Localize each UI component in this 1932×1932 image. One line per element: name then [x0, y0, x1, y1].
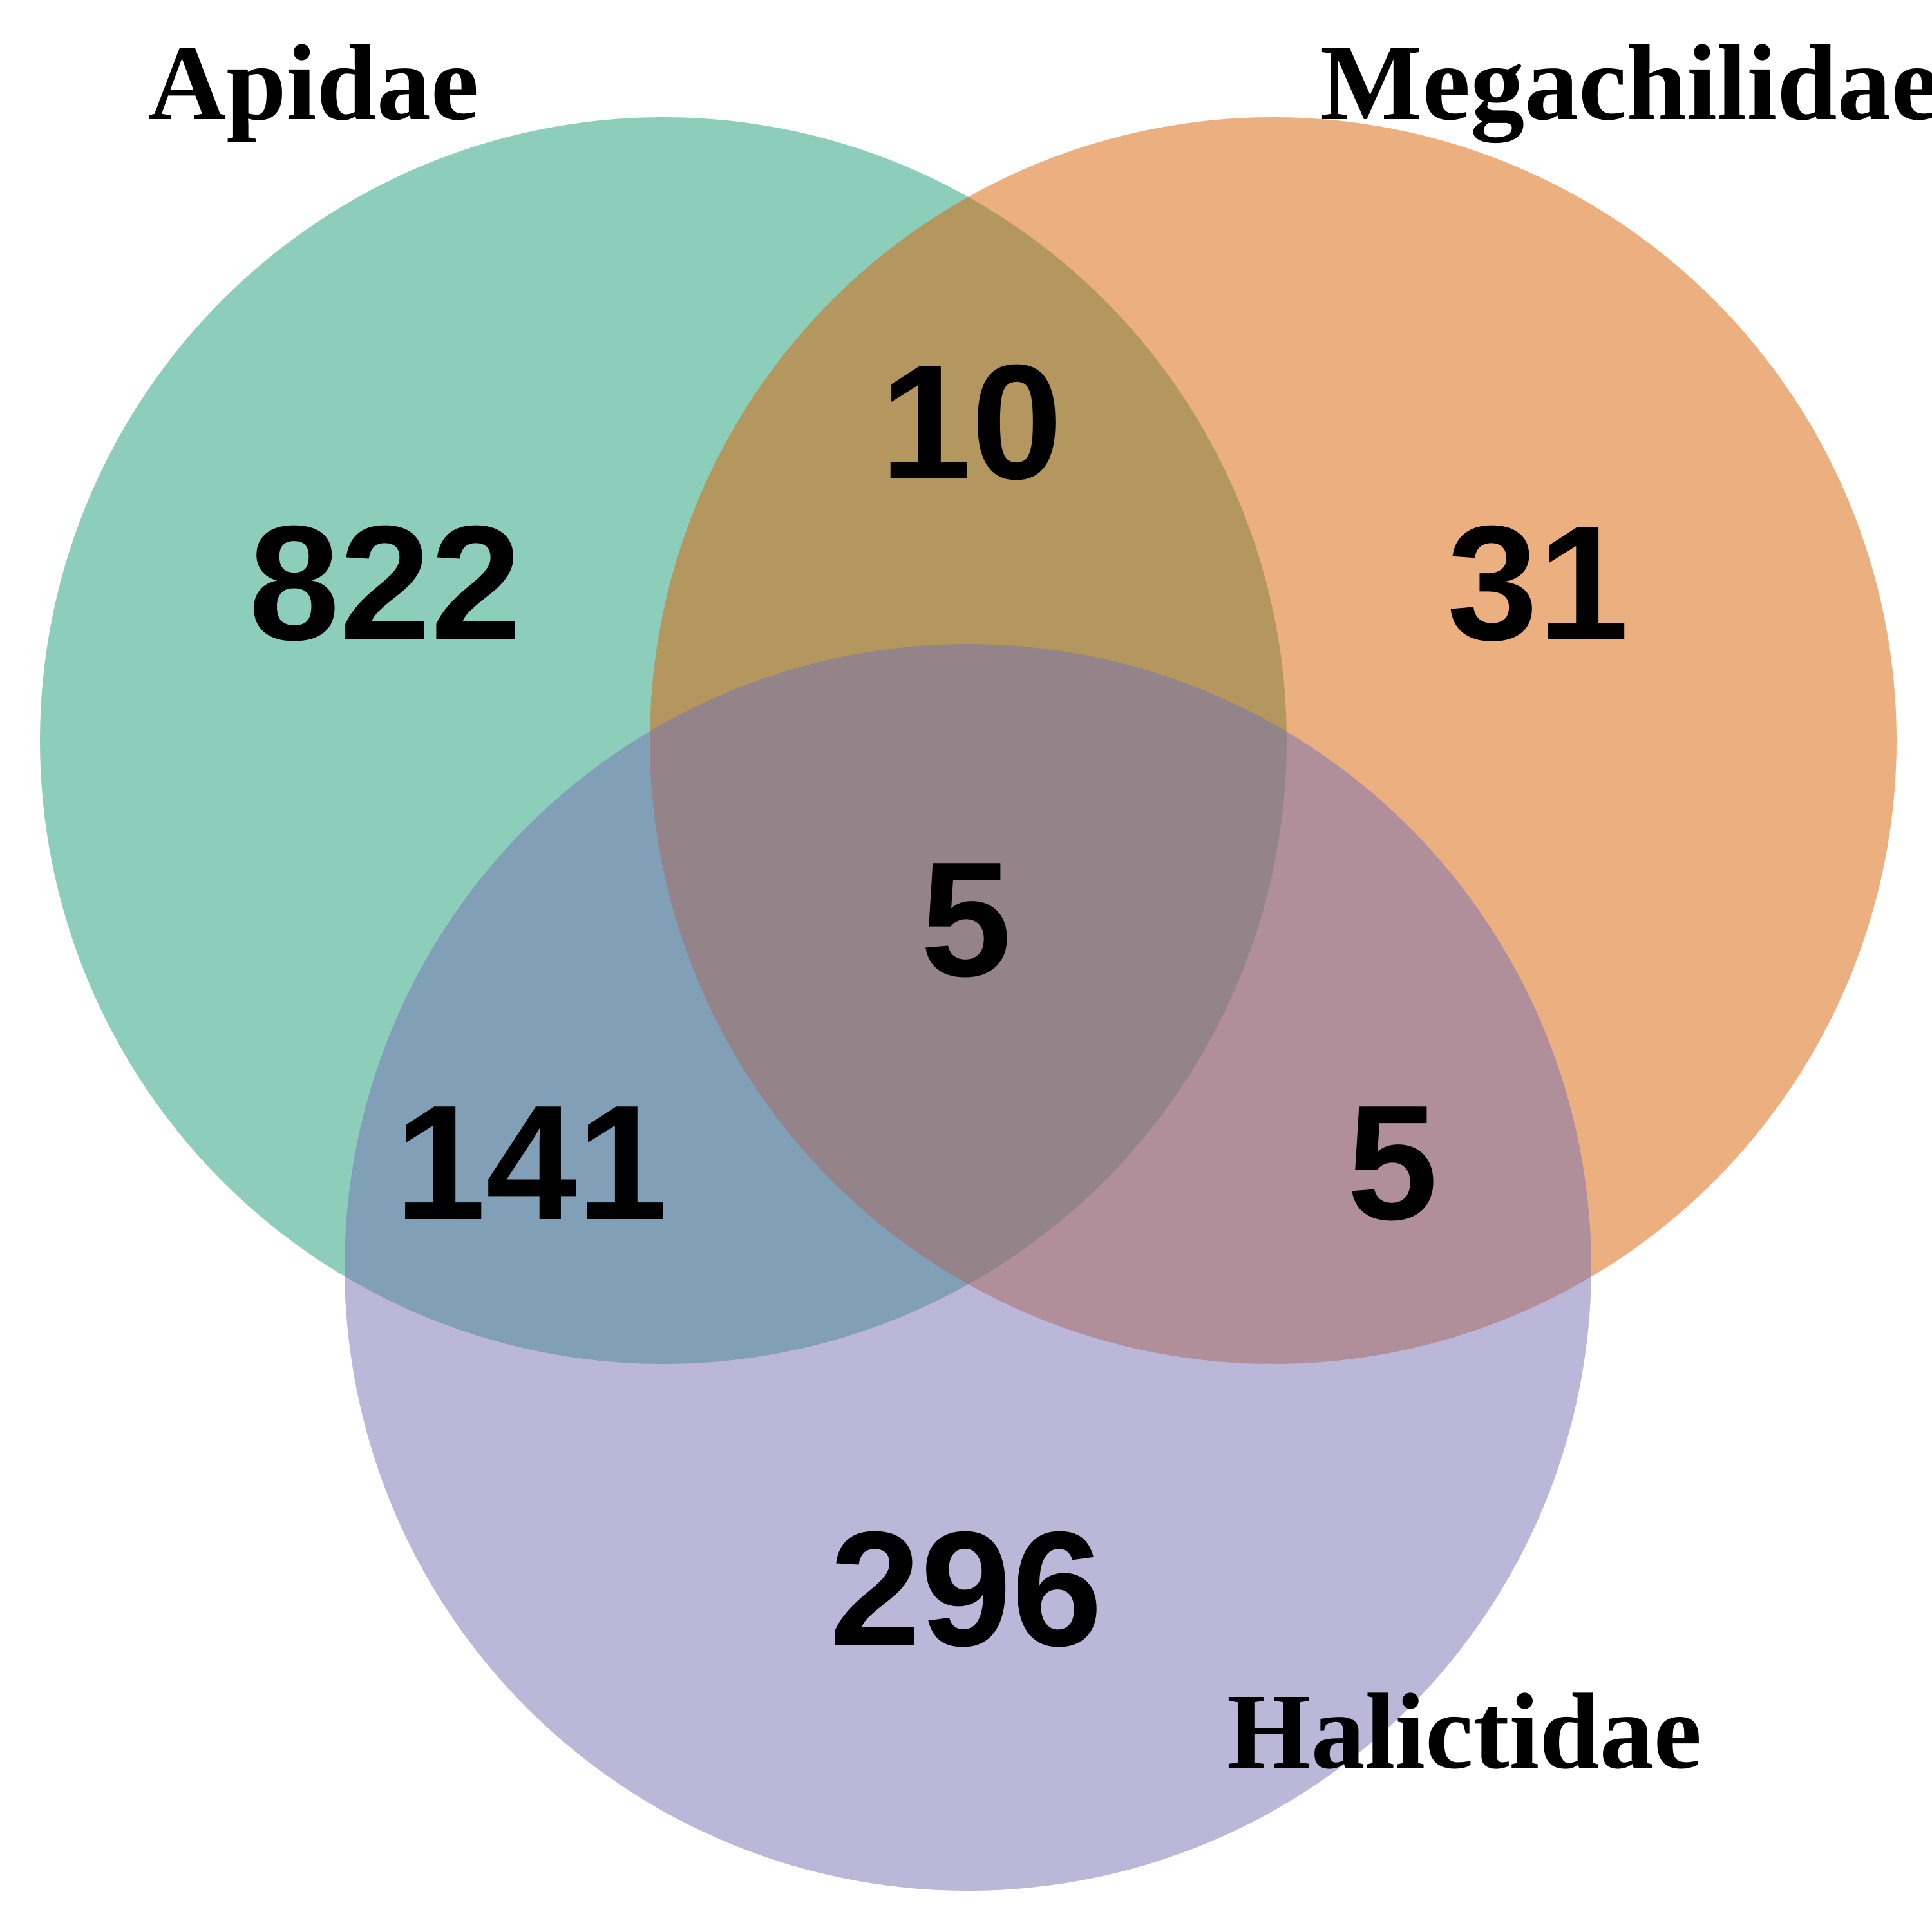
count-apidae-only: 822 — [249, 491, 522, 674]
count-megachilidae-halictidae: 5 — [1347, 1071, 1437, 1254]
count-halictidae-only: 296 — [829, 1497, 1103, 1680]
halictidae-circle — [345, 644, 1591, 1891]
megachilidae-label: Megachilidae — [1320, 23, 1932, 143]
halictidae-label: Halictidae — [1227, 1672, 1701, 1792]
apidae-label: Apidae — [148, 23, 478, 143]
count-apidae-halictidae: 141 — [395, 1071, 668, 1254]
count-megachilidae-only: 31 — [1447, 491, 1629, 674]
count-all-three: 5 — [920, 828, 1011, 1010]
count-apidae-megachilidae: 10 — [880, 330, 1063, 513]
